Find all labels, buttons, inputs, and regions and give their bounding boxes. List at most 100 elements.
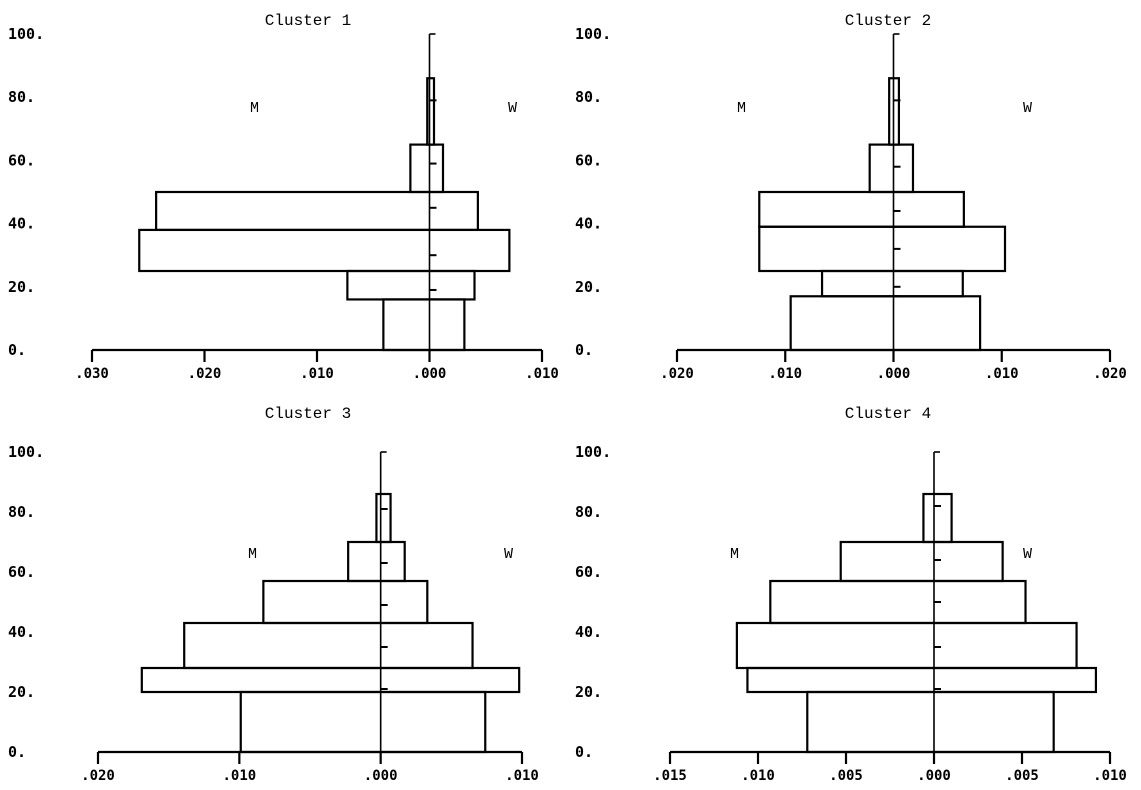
age-bin-bar [426,77,436,146]
age-bin-bar [758,190,965,228]
y-tick-label: 100. [575,443,611,461]
y-tick-label: 0. [8,341,26,359]
x-tick-labels: .015 .010 .005 .000 .005 .010 [653,768,1127,784]
x-tick-label: .020 [188,366,222,382]
age-bin-bar [138,228,511,273]
bars [758,77,1007,352]
x-tick-label: .010 [222,768,256,784]
y-tick-label: 60. [575,151,602,169]
women-label: W [1023,546,1032,563]
x-tick-label: .010 [741,768,775,784]
y-tick-label: 80. [8,503,35,521]
women-label: W [1023,100,1032,117]
x-tick-label: .020 [81,768,115,784]
y-tick-labels: 0. 20. 40. 60. 80. 100. [8,443,44,761]
y-tick-label: 100. [575,25,611,43]
x-tick-label: .005 [829,768,863,784]
y-tick-label: 40. [575,215,602,233]
y-tick-labels: 0. 20. 40. 60. 80. 100. [575,25,611,359]
x-tick-label: .000 [364,768,398,784]
age-bin-bar [746,666,1098,694]
x-tick-label: .000 [413,366,447,382]
age-bin-bar [769,579,1027,625]
x-tick-label: .000 [917,768,951,784]
age-bin-bar [868,143,915,194]
y-tick-label: 0. [575,743,593,761]
age-bin-bar [382,298,466,352]
men-label: M [248,546,257,563]
y-tick-label: 40. [575,623,602,641]
x-tick-labels: .030 .020 .010 .000 .010 [75,366,559,382]
age-bin-bar [806,690,1055,754]
axes [668,451,1112,764]
age-bin-bar [347,540,406,583]
x-tick-label: .020 [660,366,694,382]
y-tick-label: 80. [575,503,602,521]
y-tick-labels: 0. 20. 40. 60. 80. 100. [575,443,611,761]
y-tick-label: 0. [575,341,593,359]
x-tick-label: .000 [877,366,911,382]
age-bin-bar [735,621,1078,670]
age-bin-bar [820,269,964,298]
x-tick-label: .010 [768,366,802,382]
x-tick-labels: .020 .010 .000 .010 [81,768,539,784]
y-tick-labels: 0. 20. 40. 60. 80. 100. [8,25,44,359]
x-tick-label: .010 [985,366,1019,382]
age-bin-bar [155,190,479,232]
y-tick-label: 60. [575,563,602,581]
bars [735,492,1098,754]
age-bin-bar [922,492,953,544]
panel-title: Cluster 4 [845,405,931,423]
women-label: W [504,546,513,563]
cluster-1-panel: Cluster 1 M W 0. 20. 40. 60. 80. 100. .030 .02… [8,12,559,382]
men-label: M [250,100,259,117]
y-tick-label: 80. [575,88,602,106]
cluster-3-panel: Cluster 3 M W 0. 20. 40. 60. 80. 100. .020 .01… [8,405,539,784]
y-tick-label: 20. [8,683,35,701]
x-tick-label: .010 [505,768,539,784]
age-bin-bar [346,269,476,301]
y-tick-label: 0. [8,743,26,761]
x-tick-label: .015 [653,768,687,784]
panel-title: Cluster 3 [265,405,351,423]
y-tick-label: 20. [575,278,602,296]
age-bin-bar [375,492,392,544]
age-bin-bar [262,579,429,625]
x-tick-label: .030 [75,366,109,382]
x-tick-label: .005 [1005,768,1039,784]
x-tick-label: .010 [525,366,559,382]
y-tick-label: 20. [575,683,602,701]
age-bin-bar [140,666,521,694]
age-bin-bar [409,143,445,194]
women-label: W [508,100,517,117]
x-tick-label: .010 [1093,768,1127,784]
x-tick-label: .010 [300,366,334,382]
age-bin-bar [789,295,982,352]
age-bin-bar [758,225,1007,273]
y-tick-label: 60. [8,151,35,169]
x-tick-labels: .020 .010 .000 .010 .020 [660,366,1127,382]
bars [140,492,521,754]
bars [138,77,511,352]
y-tick-label: 80. [8,88,35,106]
age-bin-bar [839,540,1004,583]
men-label: M [730,546,739,563]
age-bin-bar [183,621,474,670]
y-tick-label: 60. [8,563,35,581]
y-tick-label: 100. [8,25,44,43]
age-bin-bar [239,690,487,754]
y-tick-label: 40. [8,215,35,233]
x-tick-label: .020 [1093,366,1127,382]
axes [90,33,544,362]
cluster-2-panel: Cluster 2 M W 0. 20. 40. 60. 80. 100. .020 .01… [575,12,1127,382]
axes [675,33,1112,362]
y-tick-label: 40. [8,623,35,641]
men-label: M [737,100,746,117]
y-tick-label: 100. [8,443,44,461]
panel-title: Cluster 2 [845,12,931,30]
y-tick-label: 20. [8,278,35,296]
panel-title: Cluster 1 [265,12,351,30]
axes [96,451,524,764]
cluster-4-panel: Cluster 4 M W 0.20.40.60.80.100. .015.01… [575,405,1127,784]
